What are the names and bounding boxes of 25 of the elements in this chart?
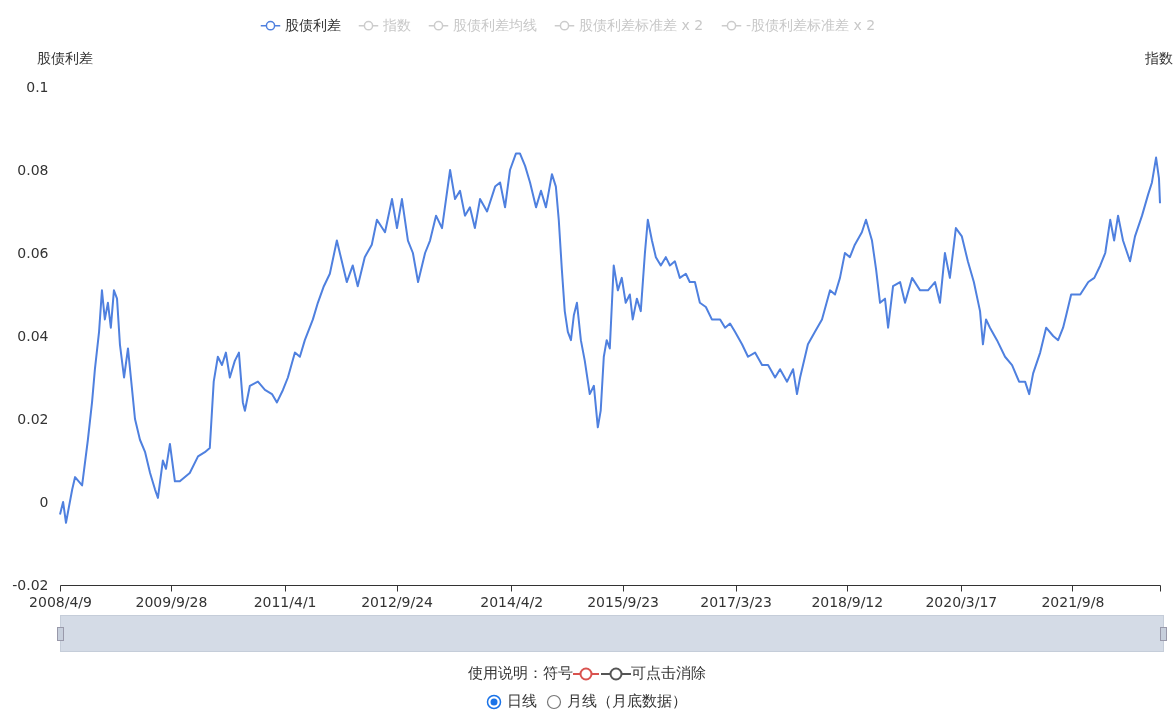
text: 可点击消除 xyxy=(630,664,706,683)
x-tick-label: 2014/4/2 xyxy=(480,593,544,610)
x-tick-label: 2011/4/1 xyxy=(253,593,317,610)
x-tick-label: 2015/9/23 xyxy=(587,593,659,610)
y-tick-label: 0.02 xyxy=(17,410,49,427)
text: 月线（月底数据） xyxy=(567,692,688,710)
y-tick-label: 0 xyxy=(39,493,49,510)
y-axis-title: 股债利差 xyxy=(36,49,93,66)
x-tick-label: 2012/9/24 xyxy=(361,593,434,610)
legend-label: 股债利差 xyxy=(285,16,341,33)
x-tick-label: 2018/9/12 xyxy=(811,593,884,610)
y2-axis-title: 指数 xyxy=(1143,49,1173,66)
line-series xyxy=(59,152,1161,524)
x-tick-label: 2017/3/23 xyxy=(700,593,773,610)
x-tick-label: 2020/3/17 xyxy=(925,593,998,610)
x-tick-label: 2009/9/28 xyxy=(135,593,208,610)
y-tick-label: 0.08 xyxy=(17,161,49,178)
y-tick-label: 0.1 xyxy=(26,78,49,95)
text: 使用说明：符号 xyxy=(467,664,573,683)
y-tick-label: 0.04 xyxy=(17,327,49,344)
x-tick-label: 2021/9/8 xyxy=(1041,593,1105,610)
y-tick-label: 0.06 xyxy=(17,244,49,261)
y-tick-label: -0.02 xyxy=(12,576,49,593)
x-tick-label: 2008/4/9 xyxy=(29,593,92,610)
text: 日线 xyxy=(506,692,537,710)
